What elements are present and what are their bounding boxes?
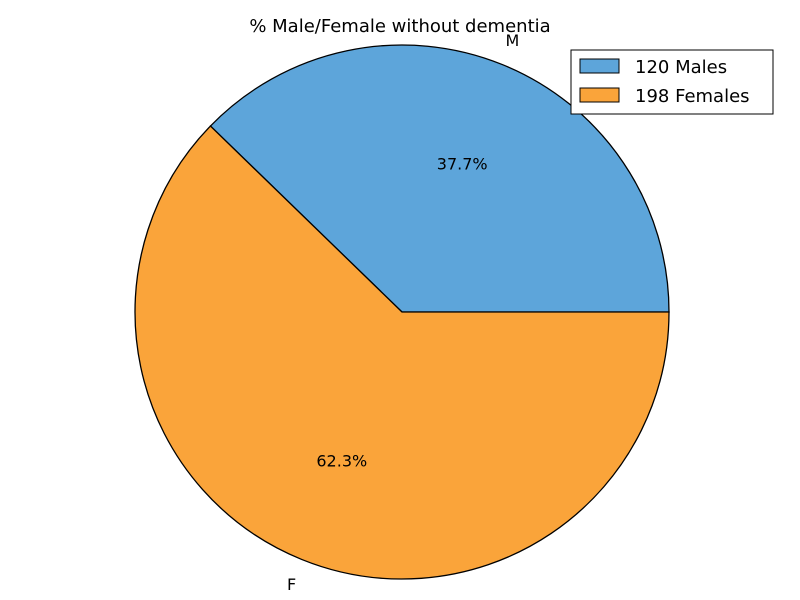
percent-labels: 37.7% 62.3% (316, 155, 487, 471)
legend-swatch-f (579, 87, 620, 103)
slice-category-label: M (505, 31, 519, 50)
slice-percent-label: 37.7% (437, 155, 488, 174)
legend-label: 120 Males (635, 57, 727, 78)
pie-slice-f (134, 125, 670, 580)
pie-slice-m (209, 44, 670, 313)
slice-category-label: F (287, 575, 296, 594)
pie-slices (134, 44, 670, 580)
legend-label: 198 Females (635, 86, 750, 107)
legend: 120 Males 198 Females (570, 49, 774, 115)
slice-percent-label: 62.3% (316, 451, 367, 470)
slice-labels: MF (287, 31, 519, 594)
chart-title: % Male/Female without dementia (249, 16, 550, 37)
legend-swatch-m (579, 58, 620, 74)
